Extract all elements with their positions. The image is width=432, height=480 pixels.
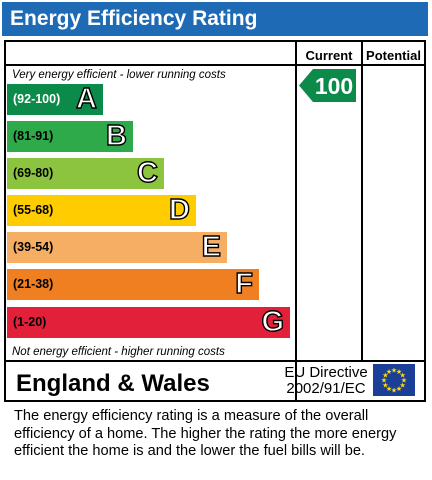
band-a: (92-100) A bbox=[7, 83, 103, 115]
potential-column-header: Potential bbox=[366, 48, 421, 63]
eu-star-icon: ★ bbox=[391, 387, 397, 395]
band-d: (55-68) D bbox=[7, 194, 196, 226]
eu-star-icon: ★ bbox=[396, 368, 402, 376]
top-note: Very energy efficient - lower running co… bbox=[12, 69, 226, 81]
eu-star-icon: ★ bbox=[382, 372, 388, 380]
bottom-note: Not energy efficient - higher running co… bbox=[12, 346, 225, 358]
eu-directive: EU Directive 2002/91/EC bbox=[284, 365, 368, 397]
band-e: (39-54) E bbox=[7, 231, 227, 263]
current-rating-arrow-shape bbox=[299, 69, 356, 102]
current-rating-arrow: 100 bbox=[299, 69, 356, 102]
rating-chart-frame: Current Potential Very energy efficient … bbox=[4, 40, 426, 402]
band-range-label: (69-80) bbox=[13, 166, 54, 180]
band-f: (21-38) F bbox=[7, 268, 259, 300]
band-range-label: (92-100) bbox=[13, 92, 61, 106]
current-column-divider bbox=[295, 42, 297, 400]
directive-line-2: 2002/91/EC bbox=[286, 380, 366, 397]
band-range-label: (1-20) bbox=[13, 315, 47, 329]
header-divider bbox=[6, 64, 424, 66]
band-letter: C bbox=[136, 157, 158, 189]
region-label: England & Wales bbox=[16, 370, 210, 397]
eu-star-icon: ★ bbox=[401, 377, 407, 385]
band-range-label: (81-91) bbox=[13, 129, 54, 143]
band-letter: F bbox=[235, 268, 254, 300]
eu-star-icon: ★ bbox=[391, 367, 397, 375]
description-text: The energy efficiency rating is a measur… bbox=[14, 408, 397, 459]
eu-star-icon: ★ bbox=[396, 385, 402, 393]
band-letter: B bbox=[105, 120, 127, 152]
band-range-label: (55-68) bbox=[13, 203, 54, 217]
band-letter: D bbox=[168, 194, 190, 226]
eu-flag-icon: ★ ★ ★ ★ ★ ★ ★ ★ ★ ★ ★ ★ bbox=[373, 364, 415, 396]
eu-star-icon: ★ bbox=[400, 382, 406, 390]
band-range-label: (39-54) bbox=[13, 240, 54, 254]
eu-star-icon: ★ bbox=[400, 372, 406, 380]
title-bar: Energy Efficiency Rating bbox=[2, 2, 428, 36]
page-title: Energy Efficiency Rating bbox=[10, 7, 258, 30]
eu-star-icon: ★ bbox=[386, 368, 392, 376]
band-g: (1-20) G bbox=[7, 306, 290, 338]
band-range-label: (21-38) bbox=[13, 277, 54, 291]
current-column-header: Current bbox=[305, 48, 353, 63]
band-letter: E bbox=[201, 231, 222, 263]
current-rating-value: 100 bbox=[315, 73, 353, 99]
band-letter: G bbox=[261, 306, 285, 338]
eu-star-icon: ★ bbox=[381, 377, 387, 385]
band-c: (69-80) C bbox=[7, 157, 164, 189]
eu-star-icon: ★ bbox=[382, 382, 388, 390]
eu-star-icon: ★ bbox=[386, 385, 392, 393]
band-b: (81-91) B bbox=[7, 120, 133, 152]
potential-column-divider bbox=[361, 42, 363, 362]
footer-divider bbox=[6, 360, 424, 362]
directive-line-1: EU Directive bbox=[284, 364, 368, 381]
band-letter: A bbox=[75, 83, 97, 115]
